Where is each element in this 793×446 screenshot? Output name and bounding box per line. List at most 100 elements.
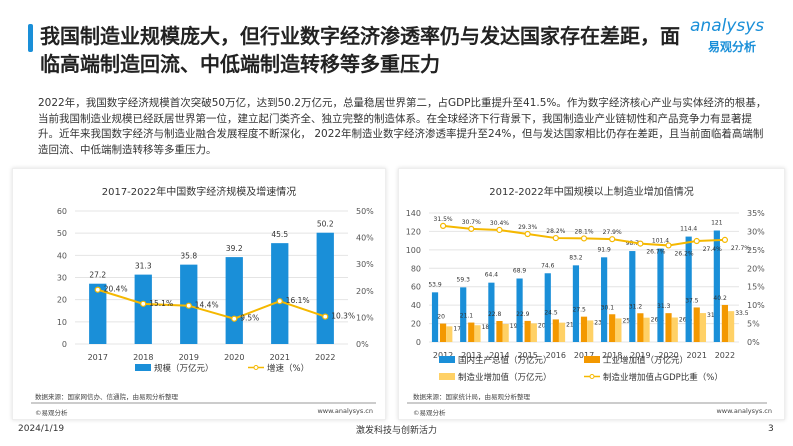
bar — [552, 319, 559, 342]
y-tick-label: 120 — [406, 227, 421, 236]
data-label: 31.3 — [135, 262, 152, 271]
bar — [601, 257, 608, 342]
data-label: 59.3 — [457, 276, 471, 283]
legend-swatch — [253, 365, 259, 370]
x-tick-label: 2013 — [461, 351, 481, 360]
line-data-label: 26.2% — [675, 250, 694, 257]
bar — [502, 323, 509, 342]
logo: analysys — [690, 16, 765, 36]
data-source: 数据来源：国家网信办、信通院，由易观分析整理 — [35, 393, 178, 401]
y2-tick-label: 0% — [747, 338, 760, 347]
bar — [665, 313, 672, 342]
bar — [629, 251, 636, 342]
footer-date: 2024/1/19 — [18, 424, 65, 434]
line-data-label: 9.5% — [240, 314, 259, 323]
intro-paragraph: 2022年，我国数字经济规模首次突破50万亿，达到50.2万亿元，总量稳居世界第… — [38, 97, 767, 156]
line-data-label: 26.7% — [646, 249, 665, 256]
y2-tick-label: 40% — [356, 234, 374, 243]
y2-tick-label: 20% — [747, 264, 765, 273]
line-data-label: 30.7% — [462, 219, 481, 226]
data-label: 35.8 — [180, 252, 197, 261]
line-data-label: 31.5% — [434, 216, 453, 223]
line-point — [468, 225, 475, 232]
legend-swatch — [584, 356, 600, 363]
bar — [316, 232, 334, 344]
site-link[interactable]: www.analysys.cn — [317, 407, 373, 415]
data-label: 74.6 — [541, 262, 555, 269]
x-tick-label: 2020 — [658, 351, 678, 360]
data-label: 24.5 — [544, 309, 558, 316]
y-tick-label: 60 — [411, 283, 421, 292]
bar — [572, 265, 580, 342]
data-label: 20 — [437, 314, 445, 321]
line-data-label: 16.1% — [286, 296, 310, 305]
bar — [580, 316, 588, 342]
data-label: 121 — [711, 220, 723, 227]
data-label: 22.8 — [488, 311, 502, 318]
line-data-label: 27.7% — [731, 245, 750, 252]
line-point — [276, 298, 283, 305]
chart-title: 2017-2022年中国数字经济规模及增速情况 — [101, 187, 297, 198]
data-label: 101.4 — [652, 238, 669, 245]
bar — [431, 292, 439, 342]
chart-title: 2012-2022年中国规模以上制造业增加值情况 — [489, 187, 694, 198]
divider — [31, 402, 376, 404]
legend-label: 增速（%） — [267, 363, 309, 374]
data-label: 37.5 — [685, 297, 699, 304]
x-tick-label: 2017 — [574, 351, 594, 360]
y-tick-label: 80 — [411, 264, 421, 273]
data-label: 114.4 — [680, 226, 697, 233]
line-point — [524, 230, 531, 238]
data-label: 45.5 — [271, 230, 288, 239]
y2-tick-label: 25% — [747, 246, 765, 255]
page-number: 3 — [768, 424, 774, 434]
line-data-label: 28.1% — [574, 228, 593, 235]
y2-tick-label: 10% — [356, 313, 374, 322]
bar — [460, 287, 467, 342]
bar — [713, 230, 720, 342]
bar — [474, 325, 481, 342]
x-tick-label: 2020 — [224, 353, 244, 362]
bar — [446, 326, 453, 342]
x-tick-label: 2015 — [517, 351, 537, 360]
bar — [524, 320, 531, 342]
y-tick-label: 20 — [411, 320, 421, 329]
bar — [693, 307, 700, 342]
x-tick-label: 2021 — [687, 351, 707, 360]
line-data-label: 27.9% — [603, 229, 622, 236]
title-accent-bar — [28, 24, 33, 52]
bar — [496, 320, 503, 342]
line-point — [94, 286, 101, 293]
line-point — [496, 226, 503, 234]
bar — [671, 317, 678, 342]
y-tick-label: 0 — [62, 340, 67, 349]
bar — [271, 243, 289, 344]
data-label: 21.1 — [460, 313, 474, 320]
y-tick-label: 0 — [416, 338, 421, 347]
divider — [407, 402, 767, 404]
x-tick-label: 2019 — [630, 351, 650, 360]
y-tick-label: 20 — [57, 296, 67, 305]
y-tick-label: 30 — [57, 274, 67, 283]
site-link[interactable]: www.analysys.cn — [716, 407, 772, 415]
y-tick-label: 140 — [406, 209, 421, 218]
y2-tick-label: 30% — [356, 260, 374, 269]
copyright: ©易观分析 — [35, 409, 68, 417]
bar — [587, 320, 594, 342]
x-tick-label: 2016 — [546, 351, 566, 360]
bar — [643, 317, 650, 342]
bar — [615, 318, 622, 342]
y-tick-label: 100 — [406, 246, 421, 255]
line-data-label: 10.3% — [331, 312, 355, 321]
y2-tick-label: 20% — [356, 287, 374, 296]
y2-tick-label: 15% — [747, 283, 765, 292]
line-point — [552, 234, 559, 242]
legend-swatch — [439, 356, 455, 363]
line-point — [609, 236, 616, 243]
bar — [439, 323, 447, 342]
legend-swatch — [589, 374, 595, 379]
y2-tick-label: 30% — [747, 227, 765, 236]
data-label: 30.1 — [601, 304, 615, 311]
legend-swatch — [439, 373, 455, 380]
line-data-label: 29.3% — [518, 224, 537, 231]
